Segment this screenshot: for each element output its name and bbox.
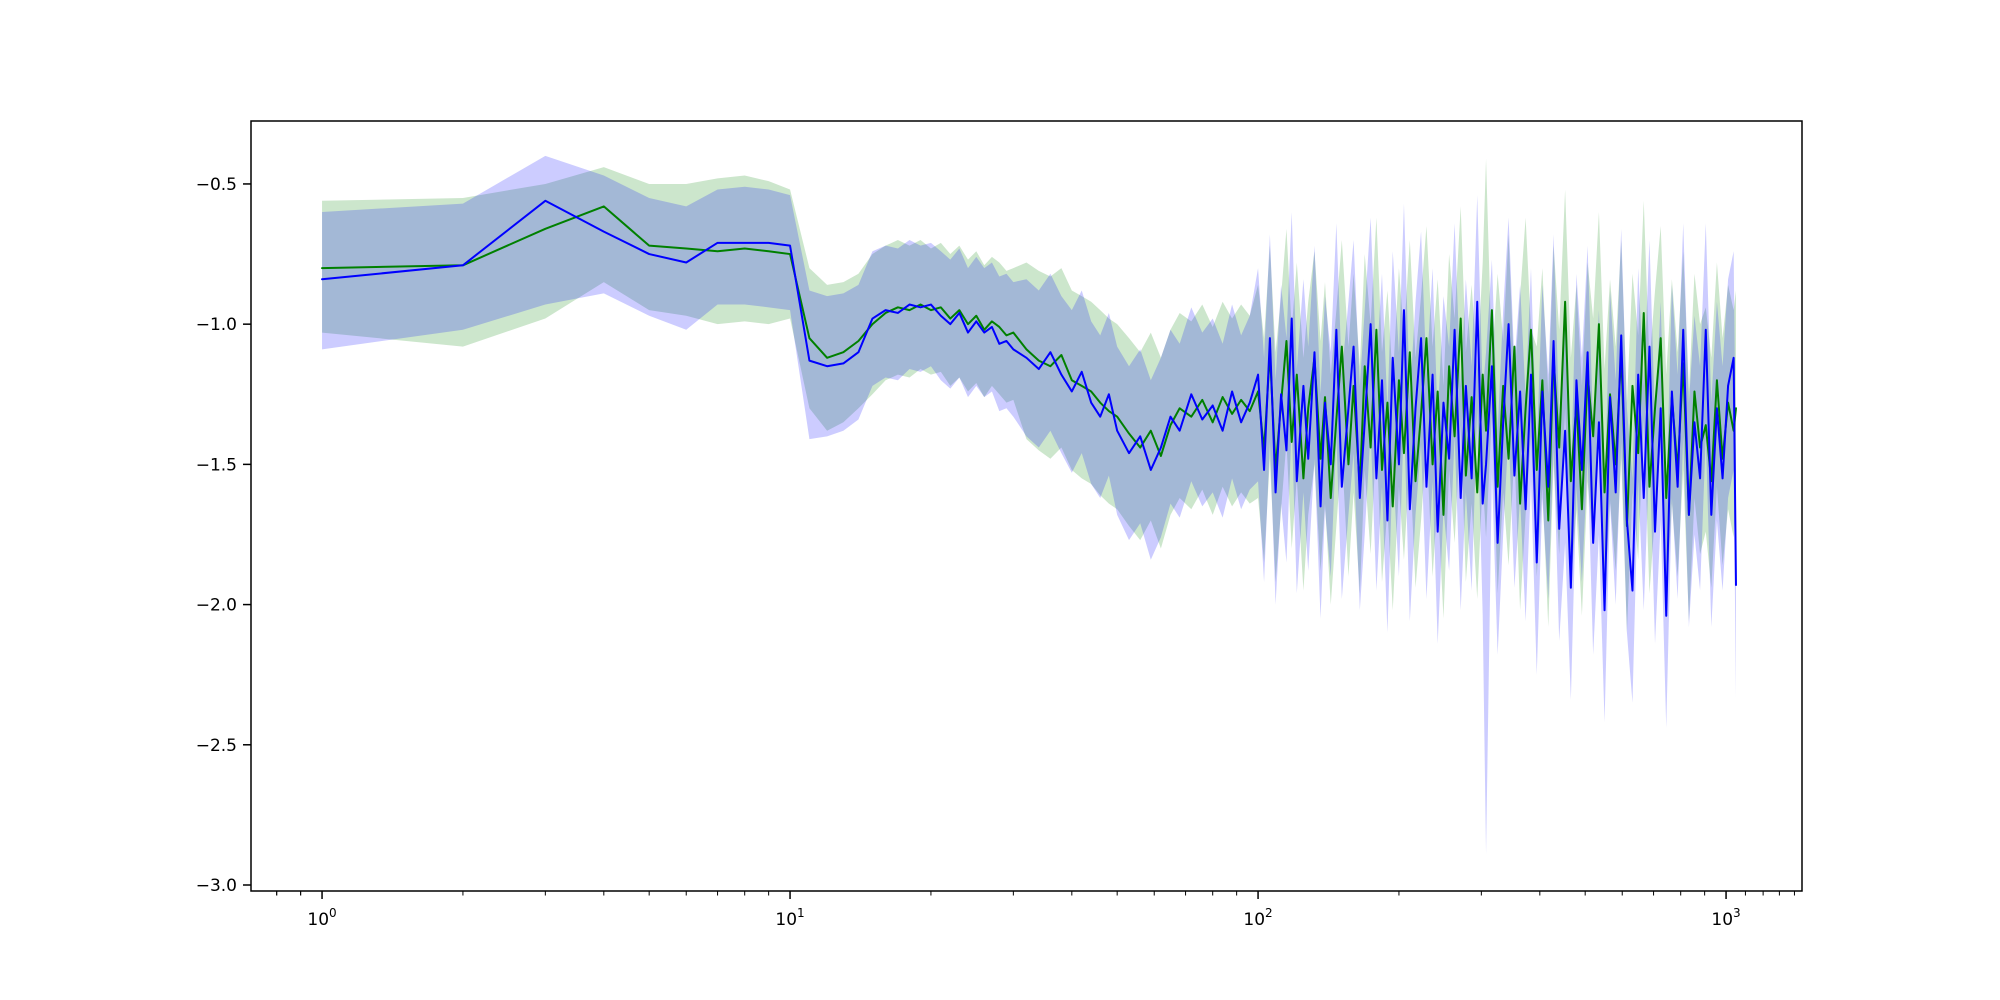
blue-band bbox=[322, 155, 1736, 855]
plot-frame bbox=[250, 120, 1803, 892]
blue-mean-line bbox=[321, 199, 1737, 617]
x-tick-label: 103 bbox=[1711, 906, 1740, 930]
y-tick-label: −2.0 bbox=[196, 596, 237, 616]
x-tick-label: 101 bbox=[775, 906, 804, 930]
x-tick-label: 102 bbox=[1243, 906, 1272, 930]
y-tick-label: −1.5 bbox=[196, 455, 237, 475]
y-tick-label: −1.0 bbox=[196, 315, 237, 335]
y-tick-label: −2.5 bbox=[196, 736, 237, 756]
green-band bbox=[322, 158, 1736, 633]
x-tick-label: 100 bbox=[307, 906, 336, 930]
y-tick-label: −0.5 bbox=[196, 175, 237, 195]
y-tick-label: −3.0 bbox=[196, 876, 237, 896]
